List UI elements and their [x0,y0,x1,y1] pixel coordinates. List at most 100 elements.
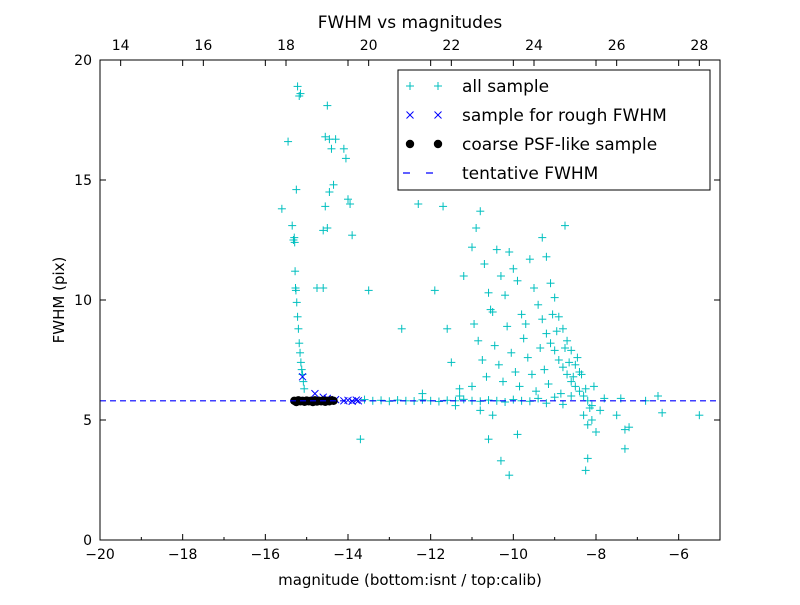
all-sample-point [443,324,452,333]
top-x-tick-label: 14 [112,38,130,54]
top-x-tick-label: 18 [277,38,295,54]
all-sample-point [496,272,505,280]
all-sample-point [505,471,514,480]
all-sample-point [592,428,600,436]
all-sample-point [484,435,493,444]
rough-fwhm-point [352,396,361,404]
all-sample-point [563,370,572,379]
all-sample-point [291,267,300,276]
all-sample-point [439,202,448,211]
all-sample-point [542,329,551,338]
chart-title: FWHM vs magnitudes [318,13,503,33]
x-tick-label: −12 [416,547,446,563]
all-sample-point [290,238,299,247]
all-sample-point [297,365,306,374]
all-sample-point [296,348,305,357]
legend-marker-coarse-psf [405,139,415,149]
all-sample-point [581,384,590,393]
y-tick-label: 15 [74,173,92,189]
all-sample-point [484,396,493,405]
all-sample-point [296,89,305,98]
all-sample-point [474,336,483,345]
top-x-tick-label: 20 [360,38,378,54]
top-x-tick-label: 22 [442,38,460,54]
all-sample-point [532,387,541,396]
all-sample-point [480,260,489,268]
y-tick-label: 10 [74,293,92,309]
all-sample-point [513,276,522,285]
all-sample-point [581,466,590,475]
all-sample-point [501,291,510,300]
legend-box [397,69,711,191]
all-sample-point [434,397,443,406]
all-sample-point [561,221,569,230]
legend-marker-all-sample [434,82,442,90]
y-tick-label: 5 [83,413,92,429]
all-sample-point [620,444,629,453]
top-x-tick-label: 28 [690,38,708,54]
all-sample-point [585,404,594,412]
all-sample-point [344,195,352,204]
legend-label-all-sample: all sample [462,77,549,97]
all-sample-point [509,395,518,404]
x-tick-label: −16 [251,547,281,563]
all-sample-point [339,144,348,153]
all-sample-point [293,312,302,321]
all-sample-point [558,400,567,409]
legend-marker-rough-fwhm [406,111,414,119]
all-sample-point [579,411,588,420]
all-sample-point [299,377,308,386]
x-tick-label: −18 [168,547,198,563]
all-sample-point [291,286,300,295]
all-sample-point [558,363,567,372]
rough-fwhm-point [354,396,363,405]
all-sample-point [455,384,464,393]
all-sample-point [546,279,555,288]
all-sample-point [295,339,304,348]
all-sample-point [625,423,634,432]
all-sample-point [567,377,576,386]
all-sample-point [558,324,567,333]
all-sample-point [293,82,302,91]
all-sample-point [277,204,286,213]
all-sample-point [517,310,526,319]
all-sample-point [525,255,534,264]
all-sample-point [546,339,555,348]
all-sample-point [583,420,592,429]
all-sample-point [536,344,545,352]
all-sample-point [327,144,336,153]
all-sample-point [292,185,301,194]
all-sample-point [341,154,350,163]
all-sample-point [523,353,532,362]
all-sample-point [472,224,481,232]
all-sample-point [348,231,357,240]
all-sample-point [503,322,512,331]
all-sample-point [620,425,629,434]
all-sample-point [300,384,309,393]
x-tick-label: −6 [668,547,689,563]
all-sample-point [476,207,485,216]
all-sample-point [288,221,297,230]
all-sample-point [556,389,565,398]
all-sample-point [548,310,557,319]
all-sample-point [527,370,536,379]
all-sample-point [575,368,584,376]
all-sample-point [393,396,402,405]
all-sample-point [418,395,427,404]
legend-label-rough-fwhm: sample for rough FWHM [462,106,667,126]
all-sample-point [321,202,330,211]
rough-fwhm-point [311,389,319,398]
all-sample-point [534,394,543,403]
legend-marker-all-sample [406,82,414,90]
x-tick-label: −14 [333,547,363,563]
all-sample-point [554,312,563,321]
all-sample-point [513,430,522,439]
all-sample-point [515,382,524,391]
all-sample-point [542,252,551,261]
legend-marker-coarse-psf [433,139,443,149]
all-sample-point [470,320,479,328]
all-sample-point [550,393,559,402]
all-sample-point [321,132,330,141]
all-sample-point [567,346,576,355]
